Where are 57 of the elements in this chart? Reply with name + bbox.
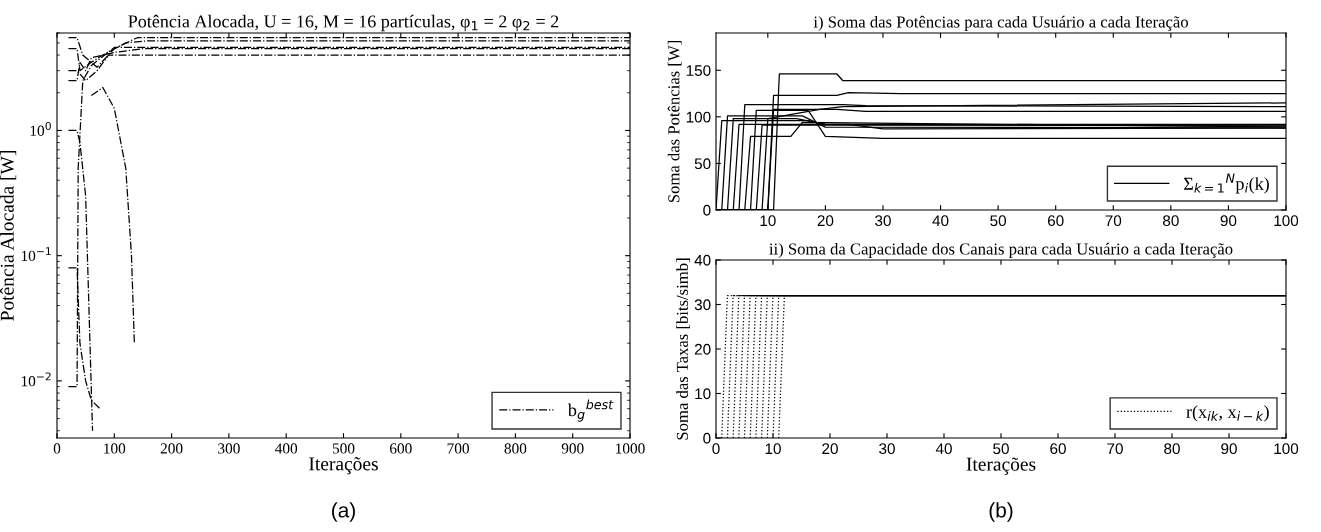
x-tick-label: 80 bbox=[1164, 443, 1180, 455]
x-tick-label: 60 bbox=[1047, 215, 1064, 227]
x-tick-label: 0 bbox=[712, 443, 720, 455]
x-tick-label: 10 bbox=[765, 443, 781, 455]
x-tick-label: 90 bbox=[1220, 215, 1237, 227]
text: (a) bbox=[332, 502, 355, 522]
x-tick-label: 50 bbox=[990, 215, 1007, 227]
chart-title: Potência Alocada, U = 16, M = 16 partículas, φ$_{1}$ = 2 φ$_{2}$ = 2 bbox=[128, 14, 559, 32]
x-tick-label: 70 bbox=[1107, 443, 1123, 455]
x-tick-label: 100 bbox=[1274, 443, 1299, 455]
x-tick-label: 80 bbox=[1163, 215, 1179, 227]
x-tick-label: 90 bbox=[1221, 443, 1237, 455]
x-tick-label: 700 bbox=[447, 443, 469, 454]
x-tick-label: 300 bbox=[218, 443, 240, 454]
y-tick-label: 10$^{−1}$ bbox=[21, 247, 51, 262]
x-tick-label: 40 bbox=[935, 443, 952, 455]
x-tick-label: 70 bbox=[1105, 215, 1122, 227]
y-tick-label: 10$^{0}$ bbox=[30, 121, 51, 136]
x-tick-label: 60 bbox=[1050, 443, 1066, 455]
x-axis-title: Iterações bbox=[966, 457, 1036, 475]
x-tick-label: 40 bbox=[932, 215, 949, 227]
y-tick-label: 30 bbox=[694, 299, 711, 311]
y-tick-label: 0 bbox=[703, 204, 711, 216]
y-tick-label: 0 bbox=[703, 432, 711, 444]
x-tick-label: 600 bbox=[390, 443, 412, 454]
y-tick-label: 50 bbox=[694, 158, 711, 170]
x-tick-label: 800 bbox=[504, 443, 527, 454]
chart-title: ii) Soma da Capacidade dos Canais para cada Usuário a cada Iteração bbox=[769, 242, 1233, 258]
y-axis-title: Potência Alocada [W] bbox=[0, 151, 17, 321]
y-tick-label: 10$^{−2}$ bbox=[21, 372, 51, 387]
x-tick-label: 400 bbox=[275, 443, 298, 454]
x-tick-label: 900 bbox=[561, 443, 584, 454]
x-tick-label: 20 bbox=[817, 215, 834, 227]
x-tick-label: 500 bbox=[332, 443, 355, 454]
x-tick-label: 100 bbox=[1274, 215, 1299, 227]
x-axis-title: Iterações bbox=[309, 457, 378, 475]
x-tick-label: 20 bbox=[822, 443, 838, 455]
y-axis-title: Soma das Taxas [bits/simb] bbox=[676, 258, 691, 440]
y-tick-label: 100 bbox=[686, 111, 711, 123]
x-tick-label: 10 bbox=[760, 215, 776, 227]
legend-label: b$_{g}$$^{best}$ bbox=[567, 399, 614, 422]
chart-title: i) Soma das Potências para cada Usuário a cada Iteração bbox=[813, 15, 1188, 31]
legend-label: r(x$_{ik}$, x$_{i−k}$) bbox=[1186, 405, 1269, 422]
x-tick-label: 30 bbox=[875, 215, 891, 227]
y-tick-label: 10 bbox=[695, 388, 711, 400]
x-tick-label: 30 bbox=[879, 443, 895, 455]
y-axis-title: Soma das Potências [W] bbox=[667, 41, 682, 203]
text: (b) bbox=[989, 502, 1013, 522]
x-tick-label: 100 bbox=[104, 443, 126, 454]
x-tick-label: 0 bbox=[53, 443, 61, 454]
y-tick-label: 150 bbox=[686, 65, 711, 76]
x-tick-label: 1000 bbox=[616, 443, 645, 454]
y-tick-label: 40 bbox=[694, 254, 711, 266]
x-tick-label: 200 bbox=[160, 443, 183, 454]
x-tick-label: 50 bbox=[993, 443, 1009, 455]
y-tick-label: 20 bbox=[694, 343, 711, 355]
legend-label: Σ$_{k=1}$$^{N}$p$_{i}$(k) bbox=[1183, 173, 1269, 194]
